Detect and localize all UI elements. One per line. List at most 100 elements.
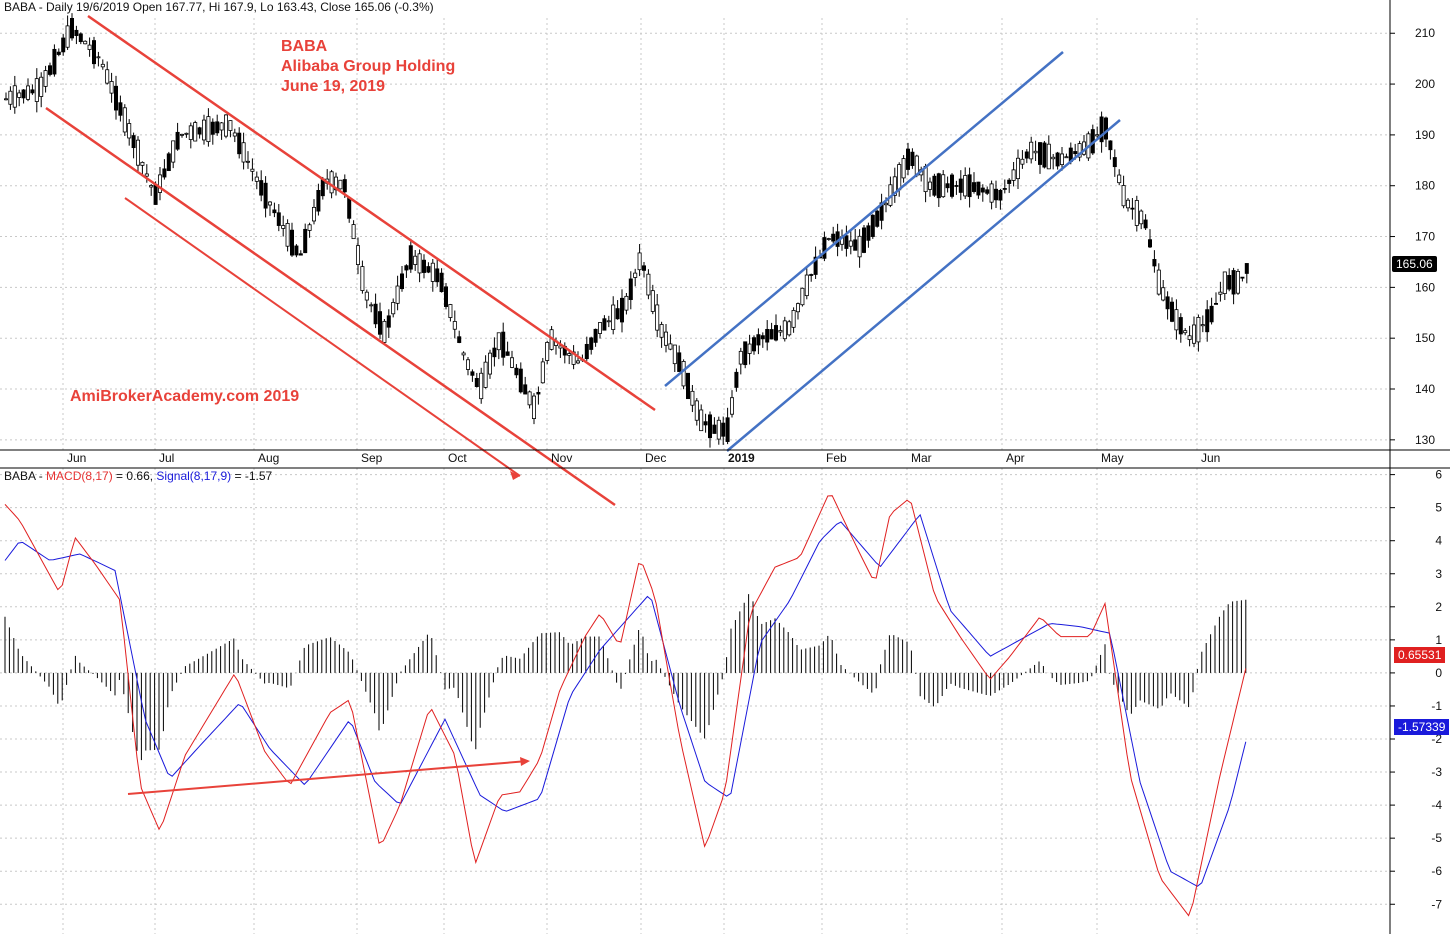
- candle-body: [1104, 117, 1109, 140]
- candle-body: [1007, 179, 1012, 184]
- candle-body: [677, 352, 682, 372]
- candle-body: [417, 253, 422, 274]
- candle-body: [545, 342, 550, 361]
- candle-body: [985, 189, 990, 194]
- candle-body: [439, 272, 444, 293]
- macd-tick-label: -1: [1431, 699, 1442, 713]
- macd-legend-value: = 0.66,: [112, 469, 157, 483]
- candle-body: [1134, 200, 1139, 226]
- candle-body: [980, 187, 985, 193]
- candle-body: [853, 239, 858, 251]
- candle-body: [201, 119, 206, 141]
- candle-body: [298, 253, 303, 256]
- macd-tick-label: 4: [1435, 534, 1442, 548]
- candle-body: [479, 372, 484, 400]
- candle-body: [756, 334, 761, 346]
- candle-body: [589, 337, 594, 350]
- candle-body: [162, 168, 167, 178]
- candle-body: [267, 201, 272, 206]
- candle-body: [426, 266, 431, 273]
- candle-body: [135, 139, 140, 166]
- candle-body: [342, 179, 347, 193]
- x-tick-label: Mar: [911, 451, 932, 465]
- candle-body: [421, 259, 426, 273]
- candle-body: [316, 190, 321, 212]
- x-tick-label: Jun: [1201, 451, 1220, 465]
- candle-body: [404, 265, 409, 271]
- candle-body: [470, 371, 475, 376]
- watermark-text: AmiBrokerAcademy.com 2019: [70, 388, 300, 405]
- candle-body: [532, 395, 537, 419]
- candle-body: [972, 182, 977, 192]
- candle-body: [391, 302, 396, 315]
- candle-body: [725, 417, 730, 442]
- candle-body: [906, 148, 911, 170]
- x-tick-label: Oct: [448, 451, 467, 465]
- candle-body: [576, 360, 581, 364]
- candle-body: [1077, 143, 1082, 158]
- candle-body: [1209, 305, 1214, 323]
- candle-body: [787, 321, 792, 336]
- candle-body: [140, 161, 145, 166]
- candle-body: [686, 372, 691, 400]
- macd-tick-label: 2: [1435, 600, 1442, 614]
- candle-body: [527, 391, 532, 406]
- candle-body: [694, 400, 699, 421]
- candle-body: [708, 414, 713, 439]
- candle-body: [452, 321, 457, 330]
- candle-body: [1055, 152, 1060, 167]
- candle-body: [1200, 324, 1205, 327]
- candle-body: [193, 122, 198, 142]
- candle-body: [144, 173, 149, 177]
- candle-body: [646, 273, 651, 296]
- candle-body: [1033, 150, 1038, 154]
- candle-body: [65, 25, 70, 48]
- candle-body: [435, 268, 440, 283]
- candle-body: [989, 183, 994, 203]
- x-tick-label: May: [1101, 451, 1124, 465]
- candle-body: [998, 190, 1003, 201]
- x-tick-label: 2019: [728, 451, 755, 465]
- candle-body: [461, 352, 466, 356]
- price-tick-label: 210: [1415, 26, 1435, 40]
- candle-body: [703, 421, 708, 426]
- candle-body: [1218, 291, 1223, 295]
- candle-body: [87, 44, 92, 50]
- candle-body: [492, 347, 497, 358]
- candle-body: [351, 224, 356, 240]
- candle-body: [184, 132, 189, 135]
- macd-divergence-line: [127, 760, 529, 795]
- candle-body: [716, 419, 721, 440]
- candle-body: [747, 343, 752, 354]
- candle-body: [1236, 270, 1241, 294]
- candle-body: [769, 329, 774, 340]
- candle-body: [567, 353, 572, 356]
- annotation-symbol: BABA: [281, 38, 328, 55]
- price-candles: [4, 13, 1249, 448]
- candle-body: [892, 176, 897, 196]
- macd-tick-label: 5: [1435, 501, 1442, 515]
- candle-body: [954, 185, 959, 187]
- candle-body: [395, 285, 400, 304]
- x-tick-label: Nov: [551, 451, 572, 465]
- candle-body: [430, 262, 435, 282]
- last-price-tag: 165.06: [1392, 256, 1437, 272]
- candle-body: [509, 357, 514, 368]
- candle-body: [17, 92, 22, 98]
- candle-body: [945, 183, 950, 189]
- candle-body: [950, 174, 955, 197]
- candle-body: [637, 252, 642, 271]
- candle-body: [730, 397, 735, 415]
- candle-body: [624, 295, 629, 311]
- candle-body: [1187, 335, 1192, 340]
- candle-body: [12, 85, 17, 108]
- candle-body: [760, 335, 765, 340]
- candle-body: [285, 223, 290, 247]
- candle-body: [664, 331, 669, 346]
- candle-body: [118, 102, 123, 116]
- candle-body: [223, 114, 228, 137]
- candle-body: [303, 228, 308, 254]
- candle-body: [501, 331, 506, 358]
- candle-body: [1121, 185, 1126, 207]
- candle-body: [30, 89, 35, 94]
